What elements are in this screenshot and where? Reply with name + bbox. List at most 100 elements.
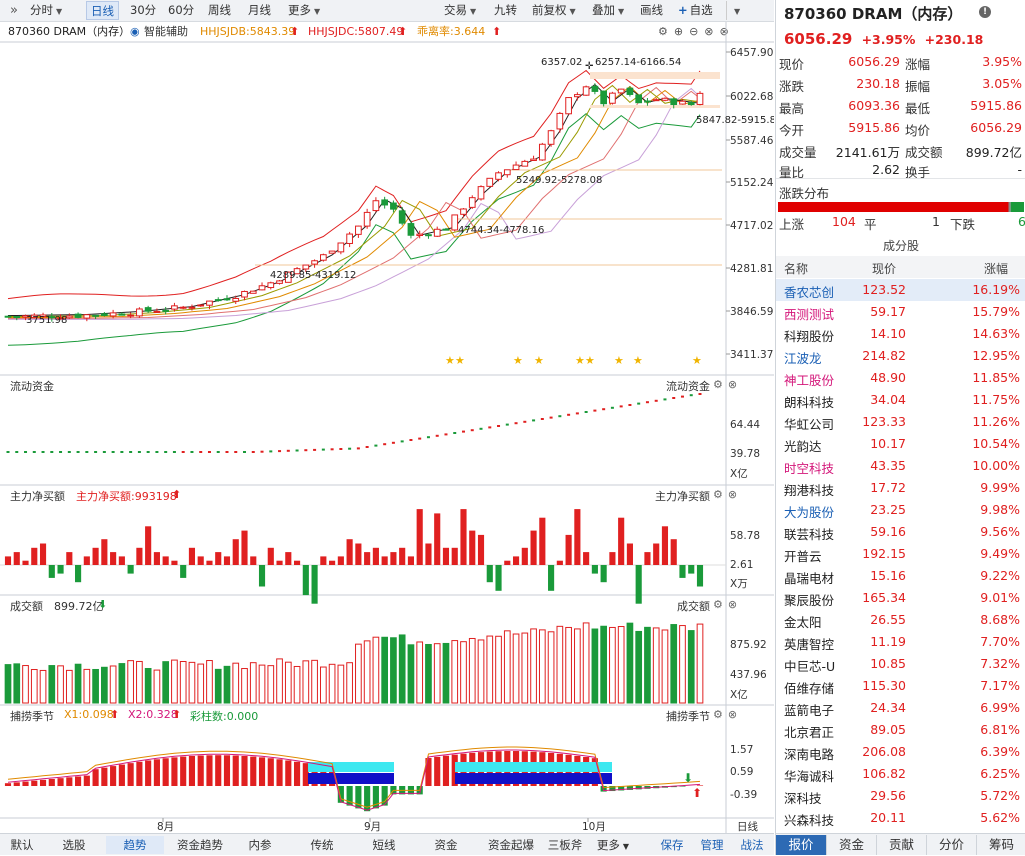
toolbar-action-4[interactable]: 画线 — [636, 1, 667, 20]
constituent-price: 89.05 — [870, 722, 906, 737]
constituent-row[interactable]: 光韵达 10.17 10.54% — [776, 433, 1025, 455]
toolbar-tab-1[interactable]: 日线 — [86, 1, 119, 20]
constituent-row[interactable]: 华虹公司 123.33 11.26% — [776, 411, 1025, 433]
info-icon[interactable]: ! — [979, 6, 991, 18]
toolbar-action-3[interactable]: 叠加 ▼ — [588, 1, 628, 20]
toolbar-tab-2[interactable]: 30分 — [126, 1, 160, 20]
bottom-action-0[interactable]: 保存 — [654, 836, 690, 854]
season-bar — [118, 764, 125, 786]
constituent-row[interactable]: 江波龙 214.82 12.95% — [776, 345, 1025, 367]
indicator-tab-10[interactable]: 更多 ▼ — [588, 836, 638, 854]
indicator-tab-2[interactable]: 趋势 — [106, 836, 164, 854]
smart-assist-label[interactable]: 智能辅助 — [144, 25, 188, 38]
candle — [696, 92, 704, 105]
indicator-tab-9[interactable]: 三板斧 — [546, 836, 584, 854]
net-bar — [548, 565, 555, 591]
indicator-tab-6[interactable]: 短线 — [358, 836, 410, 854]
constituent-row[interactable]: 时空科技 43.35 10.00% — [776, 455, 1025, 477]
constituent-row[interactable]: 金太阳 26.55 8.68% — [776, 609, 1025, 631]
quote-tab-0[interactable]: 报价 — [776, 835, 826, 855]
season-bar — [223, 755, 231, 786]
constituent-row[interactable]: 兴森科技 20.11 5.62% — [776, 807, 1025, 829]
constituent-row[interactable]: 华海诚科 106.82 6.25% — [776, 763, 1025, 785]
indicator-tab-4[interactable]: 内参 — [238, 836, 282, 854]
low-label: 3751.98 — [26, 315, 67, 326]
turnover-panel-controls[interactable]: ⚙⊗ — [713, 598, 743, 611]
quote-row: 量比 2.62 换手 - — [776, 160, 1025, 181]
constituent-row[interactable]: 神工股份 48.90 11.85% — [776, 367, 1025, 389]
net-bar — [381, 556, 388, 565]
main-panel-controls[interactable]: ⚙⊕⊖⊗⊗ — [658, 25, 735, 38]
constituent-row[interactable]: 翔港科技 17.72 9.99% — [776, 477, 1025, 499]
flow-point — [409, 439, 413, 441]
constituent-row[interactable]: 西测测试 59.17 15.79% — [776, 301, 1025, 323]
turnover-bar — [109, 665, 117, 704]
month-label: 9月 — [364, 821, 381, 833]
constituent-row[interactable]: 深南电路 206.08 6.39% — [776, 741, 1025, 763]
main-axis-label: 5587.46 — [730, 135, 774, 147]
indicator-tab-label: 三板斧 — [547, 838, 583, 852]
toolbar-more-dropdown-icon[interactable]: ▼ — [726, 1, 742, 20]
quote-tab-3[interactable]: 分价 — [926, 835, 976, 855]
flat-label: 平 — [864, 217, 877, 232]
indicator-tab-label: 选股 — [62, 838, 86, 852]
constituent-row[interactable]: 佰维存储 115.30 7.17% — [776, 675, 1025, 697]
constituent-row[interactable]: 科翔股份 14.10 14.63% — [776, 323, 1025, 345]
indicator-tab-0[interactable]: 默认 — [0, 836, 44, 854]
toolbar-tab-0[interactable]: 分时 ▼ — [26, 1, 66, 20]
dist-down-segment — [1010, 202, 1024, 212]
net-bar — [66, 552, 73, 565]
candle — [127, 314, 134, 317]
toolbar-action-1[interactable]: 九转 — [490, 1, 521, 20]
constituent-row[interactable]: 北京君正 89.05 6.81% — [776, 719, 1025, 741]
col-pct[interactable]: 涨幅 — [984, 262, 1009, 276]
toolbar-action-label: 交易 — [444, 3, 467, 17]
chevrons-icon[interactable]: » — [10, 3, 18, 18]
flow-panel-controls[interactable]: ⚙⊗ — [713, 378, 743, 391]
assist-icon[interactable]: ◉ — [130, 25, 140, 38]
constituent-row[interactable]: 联芸科技 59.16 9.56% — [776, 521, 1025, 543]
net-bar — [355, 543, 362, 565]
indicator-tab-5[interactable]: 传统 — [296, 836, 348, 854]
constituent-pct: 11.26% — [972, 414, 1020, 429]
indicator-tab-7[interactable]: 资金 — [418, 836, 474, 854]
toolbar-tab-4[interactable]: 周线 — [204, 1, 235, 20]
toolbar-action-5[interactable]: + 自选 — [674, 1, 717, 20]
net-bar — [399, 547, 406, 565]
toolbar-tab-6[interactable]: 更多 ▼ — [284, 1, 324, 20]
toolbar-tab-3[interactable]: 60分 — [164, 1, 198, 20]
flow-point — [24, 451, 28, 453]
constituent-row[interactable]: 中巨芯-U 10.85 7.32% — [776, 653, 1025, 675]
constituent-row[interactable]: 晶瑞电材 15.16 9.22% — [776, 565, 1025, 587]
constituent-row[interactable]: 大为股份 23.25 9.98% — [776, 499, 1025, 521]
indicator-tab-8[interactable]: 资金起爆 — [480, 836, 542, 854]
constituent-pct: 11.75% — [972, 392, 1020, 407]
bottom-action-1[interactable]: 管理 — [694, 836, 730, 854]
bottom-action-2[interactable]: 战法 — [734, 836, 770, 854]
net-panel-controls[interactable]: ⚙⊗ — [713, 488, 743, 501]
constituent-pct: 14.63% — [972, 326, 1020, 341]
quote-tab-4[interactable]: 筹码 — [976, 835, 1025, 855]
season-panel-controls[interactable]: ⚙⊗ — [713, 708, 743, 721]
turnover-bar — [486, 635, 494, 704]
day-button[interactable]: 日线 — [737, 820, 758, 833]
constituent-row[interactable]: 朗科科技 34.04 11.75% — [776, 389, 1025, 411]
constituent-row[interactable]: 聚辰股份 165.34 9.01% — [776, 587, 1025, 609]
col-price[interactable]: 现价 — [872, 262, 897, 276]
constituent-row[interactable]: 香农芯创 123.52 16.19% — [776, 279, 1025, 301]
indicator-tab-1[interactable]: 选股 — [50, 836, 98, 854]
constituent-row[interactable]: 英唐智控 11.19 7.70% — [776, 631, 1025, 653]
constituent-row[interactable]: 开普云 192.15 9.49% — [776, 543, 1025, 565]
constituent-row[interactable]: 深科技 29.56 5.72% — [776, 785, 1025, 807]
toolbar-action-0[interactable]: 交易 ▼ — [440, 1, 480, 20]
col-name[interactable]: 名称 — [784, 262, 809, 276]
chart-canvas[interactable]: 6457.90 6022.68 5587.46 5152.24 4717.02 4281.… — [0, 0, 774, 833]
quote-value: 5915.86 — [970, 98, 1022, 113]
toolbar-tab-5[interactable]: 月线 — [244, 1, 275, 20]
quote-tab-1[interactable]: 资金 — [826, 835, 876, 855]
indicator-tab-3[interactable]: 资金趋势 — [170, 836, 230, 854]
candle — [363, 211, 371, 227]
constituent-row[interactable]: 蓝箭电子 24.34 6.99% — [776, 697, 1025, 719]
toolbar-action-2[interactable]: 前复权 ▼ — [528, 1, 580, 20]
quote-tab-2[interactable]: 贡献 — [876, 835, 926, 855]
